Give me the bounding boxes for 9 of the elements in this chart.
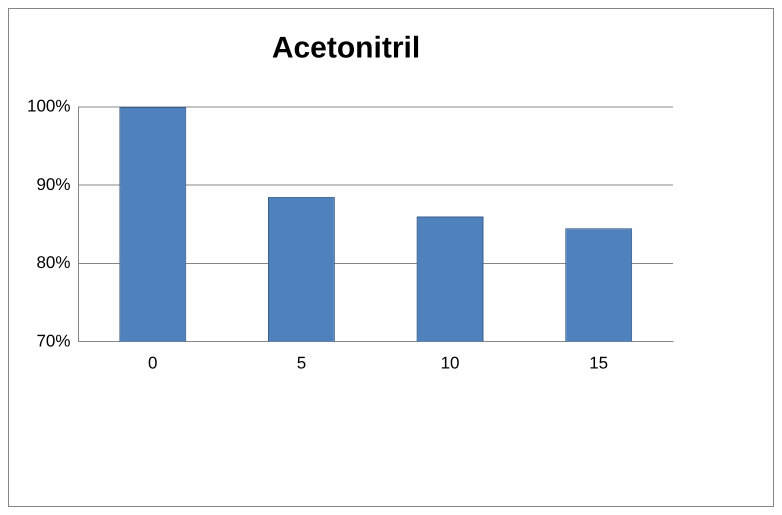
y-tick-label: 70% [36, 331, 70, 350]
x-tick-label: 5 [296, 353, 306, 372]
y-tick-label: 80% [36, 253, 70, 272]
y-tick-label: 100% [26, 96, 70, 116]
x-tick-label: 10 [440, 353, 460, 372]
chart-title: Acetonitril [272, 31, 420, 64]
y-tick-label: 90% [36, 174, 70, 194]
x-tick-label: 15 [589, 353, 608, 372]
x-tick-label: 0 [148, 353, 158, 372]
